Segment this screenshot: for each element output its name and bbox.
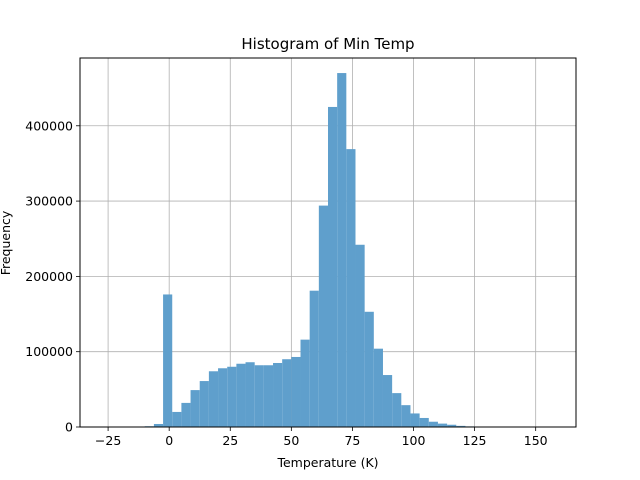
y-tick-label: 100000 <box>25 344 73 359</box>
x-tick-label: 0 <box>165 433 173 448</box>
plot-frame <box>79 57 577 428</box>
histogram-bar <box>437 423 448 427</box>
histogram-bar <box>364 311 374 427</box>
y-tick-label: 400000 <box>25 118 73 133</box>
x-tick-label: 100 <box>402 433 426 448</box>
y-tick-label: 0 <box>65 420 73 435</box>
histogram-bar <box>199 381 209 427</box>
histogram-bar <box>163 294 173 427</box>
histogram-bar <box>428 421 438 427</box>
histogram-bar <box>373 348 383 427</box>
histogram-bars <box>144 73 484 428</box>
histogram-bar <box>254 365 264 427</box>
x-tick-label: 50 <box>283 433 299 448</box>
histogram-bar <box>309 290 319 427</box>
histogram-bar <box>236 363 246 427</box>
histogram-bar <box>263 365 274 427</box>
histogram-bar <box>456 425 466 427</box>
histogram-bar <box>410 413 420 427</box>
histogram-bar <box>337 73 347 428</box>
chart-title: Histogram of Min Temp <box>241 35 414 53</box>
x-axis-label: Temperature (K) <box>276 455 378 470</box>
axis-ticks: −25 0 25 50 75 100 125 150 0 100000 200000 300000 40… <box>25 118 547 448</box>
histogram-bar <box>273 362 283 427</box>
x-tick-label: 150 <box>524 433 548 448</box>
histogram-bar <box>447 424 457 427</box>
histogram-bar <box>401 405 411 427</box>
x-tick-label: 75 <box>344 433 360 448</box>
histogram-bar <box>153 423 164 427</box>
y-tick-label: 300000 <box>25 194 73 209</box>
histogram-bar <box>190 390 200 427</box>
histogram-bar <box>181 402 191 427</box>
histogram-bar <box>227 366 237 427</box>
y-tick-label: 200000 <box>25 269 73 284</box>
y-axis-label: Frequency <box>0 210 13 275</box>
histogram-bar <box>328 106 338 428</box>
histogram-bar <box>300 339 310 427</box>
x-tick-label: −25 <box>95 433 121 448</box>
histogram-bar <box>392 393 402 427</box>
histogram-bar <box>291 356 301 427</box>
histogram-bar <box>419 417 429 427</box>
histogram-bar <box>318 205 328 427</box>
x-tick-label: 25 <box>222 433 238 448</box>
histogram-bar <box>172 411 182 427</box>
histogram-bar <box>245 362 255 427</box>
x-tick-label: 125 <box>463 433 487 448</box>
histogram-bar <box>355 244 365 427</box>
histogram-bar <box>208 371 219 427</box>
histogram-bar <box>218 368 228 427</box>
histogram-bar <box>346 149 356 427</box>
histogram-bar <box>282 359 292 427</box>
histogram-bar <box>382 375 393 427</box>
